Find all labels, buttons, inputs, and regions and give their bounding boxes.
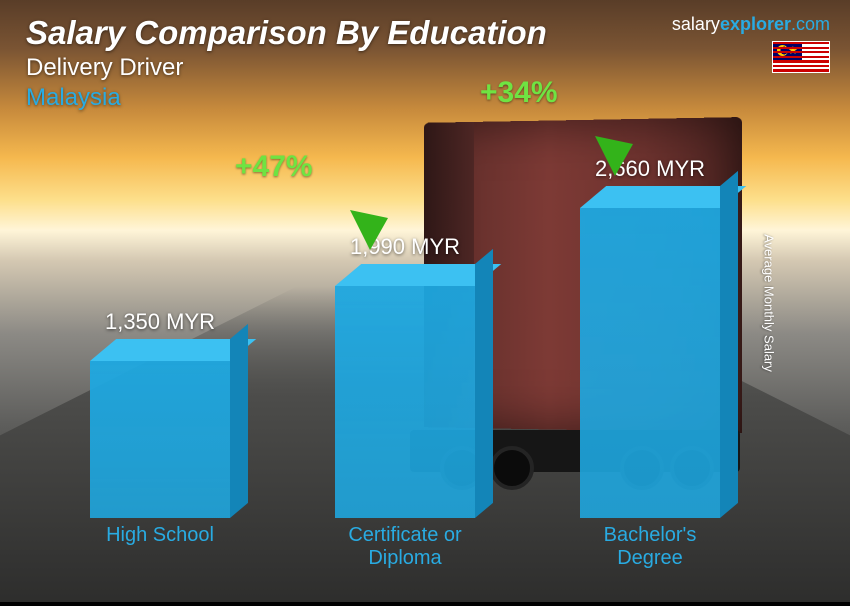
footer-divider	[0, 602, 850, 606]
brand-block: salaryexplorer.com ★	[672, 14, 830, 73]
brand-text-1: salary	[672, 14, 720, 35]
increase-arc: +34%	[385, 42, 645, 192]
bar-category-label: Bachelor'sDegree	[560, 524, 740, 570]
bar: 1,350 MYR	[90, 361, 230, 518]
bar-category-label: Certificate orDiploma	[315, 524, 495, 570]
brand-text-3: .com	[791, 14, 830, 35]
bar: 2,660 MYR	[580, 208, 720, 518]
bar-value-label: 1,350 MYR	[20, 309, 300, 335]
flag-icon: ★	[772, 41, 830, 73]
brand-logo: salaryexplorer.com	[672, 14, 830, 35]
increase-percent-label: +47%	[235, 150, 313, 184]
increase-percent-label: +34%	[480, 76, 558, 110]
bar-category-label: High School	[70, 524, 250, 570]
bar: 1,990 MYR	[335, 286, 475, 518]
brand-text-2: explorer	[720, 14, 791, 35]
increase-arc: +47%	[140, 116, 400, 266]
